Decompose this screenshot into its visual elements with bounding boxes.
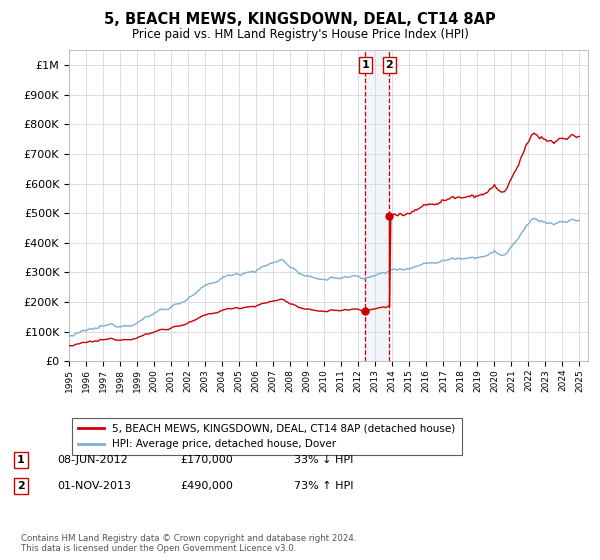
Text: £170,000: £170,000 (180, 455, 233, 465)
Text: 73% ↑ HPI: 73% ↑ HPI (294, 481, 353, 491)
Bar (365, 50, 389, 361)
Text: 2: 2 (17, 481, 25, 491)
Text: Price paid vs. HM Land Registry's House Price Index (HPI): Price paid vs. HM Land Registry's House … (131, 28, 469, 41)
Text: 1: 1 (361, 60, 369, 70)
Text: 1: 1 (17, 455, 25, 465)
Legend: 5, BEACH MEWS, KINGSDOWN, DEAL, CT14 8AP (detached house), HPI: Average price, d: 5, BEACH MEWS, KINGSDOWN, DEAL, CT14 8AP… (71, 418, 462, 455)
Text: 2: 2 (386, 60, 394, 70)
Text: Contains HM Land Registry data © Crown copyright and database right 2024.
This d: Contains HM Land Registry data © Crown c… (21, 534, 356, 553)
Text: 01-NOV-2013: 01-NOV-2013 (57, 481, 131, 491)
Text: 5, BEACH MEWS, KINGSDOWN, DEAL, CT14 8AP: 5, BEACH MEWS, KINGSDOWN, DEAL, CT14 8AP (104, 12, 496, 27)
Text: 33% ↓ HPI: 33% ↓ HPI (294, 455, 353, 465)
Text: 08-JUN-2012: 08-JUN-2012 (57, 455, 128, 465)
Text: £490,000: £490,000 (180, 481, 233, 491)
